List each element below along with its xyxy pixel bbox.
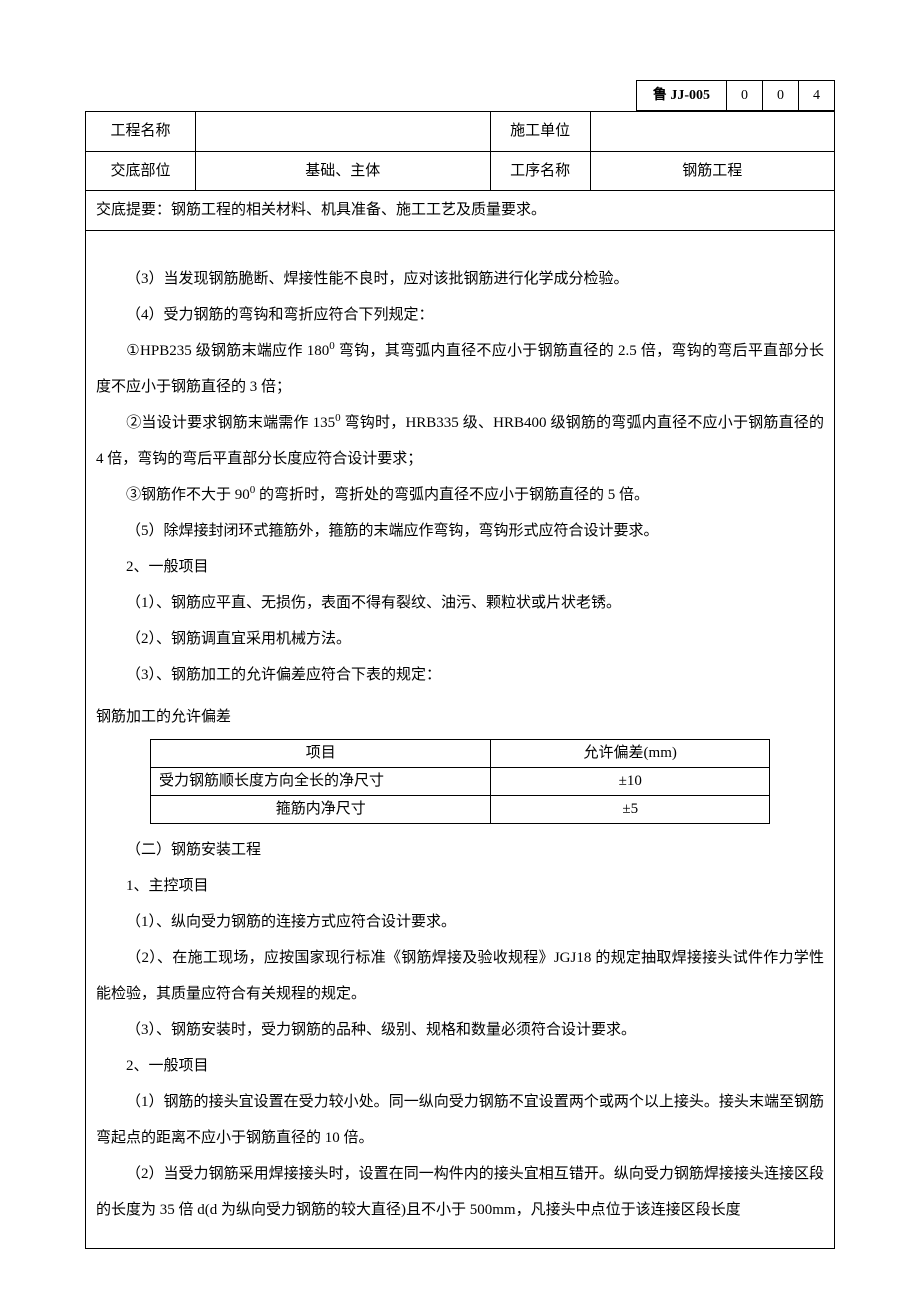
p3-a: ①HPB235 级钢筋末端应作 180 [126,343,329,359]
paragraph-4-3: ③钢筋作不大于 900 的弯折时，弯折处的弯弧内直径不应小于钢筋直径的 5 倍。 [96,477,824,513]
tolerance-row-2: 箍筋内净尺寸 ±5 [151,795,770,823]
section-ii-2-1: （1）钢筋的接头宜设置在受力较小处。同一纵向受力钢筋不宜设置两个或两个以上接头。… [96,1084,824,1156]
construction-unit-label: 施工单位 [490,112,590,152]
paragraph-4: （4）受力钢筋的弯钩和弯折应符合下列规定： [96,297,824,333]
paragraph-4-2: ②当设计要求钢筋末端需作 1350 弯钩时，HRB335 级、HRB400 级钢… [96,405,824,477]
paragraph-5: （5）除焊接封闭环式箍筋外，箍筋的末端应作弯钩，弯钩形式应符合设计要求。 [96,513,824,549]
tolerance-table: 项目 允许偏差(mm) 受力钢筋顺长度方向全长的净尺寸 ±10 箍筋内净尺寸 ±… [150,739,770,824]
project-name-value [196,112,491,152]
tolerance-header-item: 项目 [151,739,491,767]
summary-text: 交底提要：钢筋工程的相关材料、机具准备、施工工艺及质量要求。 [86,191,835,231]
tolerance-table-title: 钢筋加工的允许偏差 [96,699,824,735]
section-2-3: （3）、钢筋加工的允许偏差应符合下表的规定： [96,657,824,693]
section-2-1: （1）、钢筋应平直、无损伤，表面不得有裂纹、油污、颗粒状或片状老锈。 [96,585,824,621]
section-ii-2-2: （2）当受力钢筋采用焊接接头时，设置在同一构件内的接头宜相互错开。纵向受力钢筋焊… [96,1156,824,1228]
process-name-label: 工序名称 [490,151,590,191]
doc-code-label: 鲁 JJ-005 [636,81,726,111]
content-body: （3）当发现钢筋脆断、焊接性能不良时，应对该批钢筋进行化学成分检验。 （4）受力… [85,231,835,1249]
p5-b: 的弯折时，弯折处的弯弧内直径不应小于钢筋直径的 5 倍。 [255,487,649,503]
tolerance-header-value: 允许偏差(mm) [491,739,770,767]
tolerance-row-1-item: 受力钢筋顺长度方向全长的净尺寸 [151,767,491,795]
header-code-row: 鲁 JJ-005 0 0 4 [85,80,835,111]
disclosure-part-value: 基础、主体 [196,151,491,191]
p18-text: （2）当受力钢筋采用焊接接头时，设置在同一构件内的接头宜相互错开。纵向受力钢筋焊… [96,1166,824,1218]
info-row-1: 工程名称 施工单位 [86,112,835,152]
paragraph-3: （3）当发现钢筋脆断、焊接性能不良时，应对该批钢筋进行化学成分检验。 [96,261,824,297]
process-name-value: 钢筋工程 [590,151,834,191]
section-ii-1-3: （3）、钢筋安装时，受力钢筋的品种、级别、规格和数量必须符合设计要求。 [96,1012,824,1048]
tolerance-row-2-value: ±5 [491,795,770,823]
section-ii-1-1: （1）、纵向受力钢筋的连接方式应符合设计要求。 [96,904,824,940]
section-2-title: 2、一般项目 [96,549,824,585]
section-ii-1-2: （2）、在施工现场，应按国家现行标准《钢筋焊接及验收规程》JGJ18 的规定抽取… [96,940,824,1012]
doc-code-num-1: 0 [727,81,763,111]
info-table: 工程名称 施工单位 交底部位 基础、主体 工序名称 钢筋工程 交底提要：钢筋工程… [85,111,835,231]
doc-code-num-3: 4 [799,81,835,111]
section-ii-title: （二）钢筋安装工程 [96,832,824,868]
header-code-table: 鲁 JJ-005 0 0 4 [636,80,835,111]
tolerance-row-1: 受力钢筋顺长度方向全长的净尺寸 ±10 [151,767,770,795]
summary-row: 交底提要：钢筋工程的相关材料、机具准备、施工工艺及质量要求。 [86,191,835,231]
construction-unit-value [590,112,834,152]
section-ii-2-title: 2、一般项目 [96,1048,824,1084]
tolerance-header-row: 项目 允许偏差(mm) [151,739,770,767]
tolerance-row-1-value: ±10 [491,767,770,795]
p5-a: ③钢筋作不大于 90 [126,487,250,503]
doc-code-num-2: 0 [763,81,799,111]
paragraph-4-1: ①HPB235 级钢筋末端应作 1800 弯钩，其弯弧内直径不应小于钢筋直径的 … [96,333,824,405]
tolerance-row-2-item: 箍筋内净尺寸 [151,795,491,823]
p4-a: ②当设计要求钢筋末端需作 135 [126,415,335,431]
p14-text: （2）、在施工现场，应按国家现行标准《钢筋焊接及验收规程》JGJ18 的规定抽取… [96,950,824,1002]
disclosure-part-label: 交底部位 [86,151,196,191]
section-2-2: （2）、钢筋调直宜采用机械方法。 [96,621,824,657]
p17-text: （1）钢筋的接头宜设置在受力较小处。同一纵向受力钢筋不宜设置两个或两个以上接头。… [96,1094,824,1146]
section-ii-1-title: 1、主控项目 [96,868,824,904]
info-row-2: 交底部位 基础、主体 工序名称 钢筋工程 [86,151,835,191]
project-name-label: 工程名称 [86,112,196,152]
